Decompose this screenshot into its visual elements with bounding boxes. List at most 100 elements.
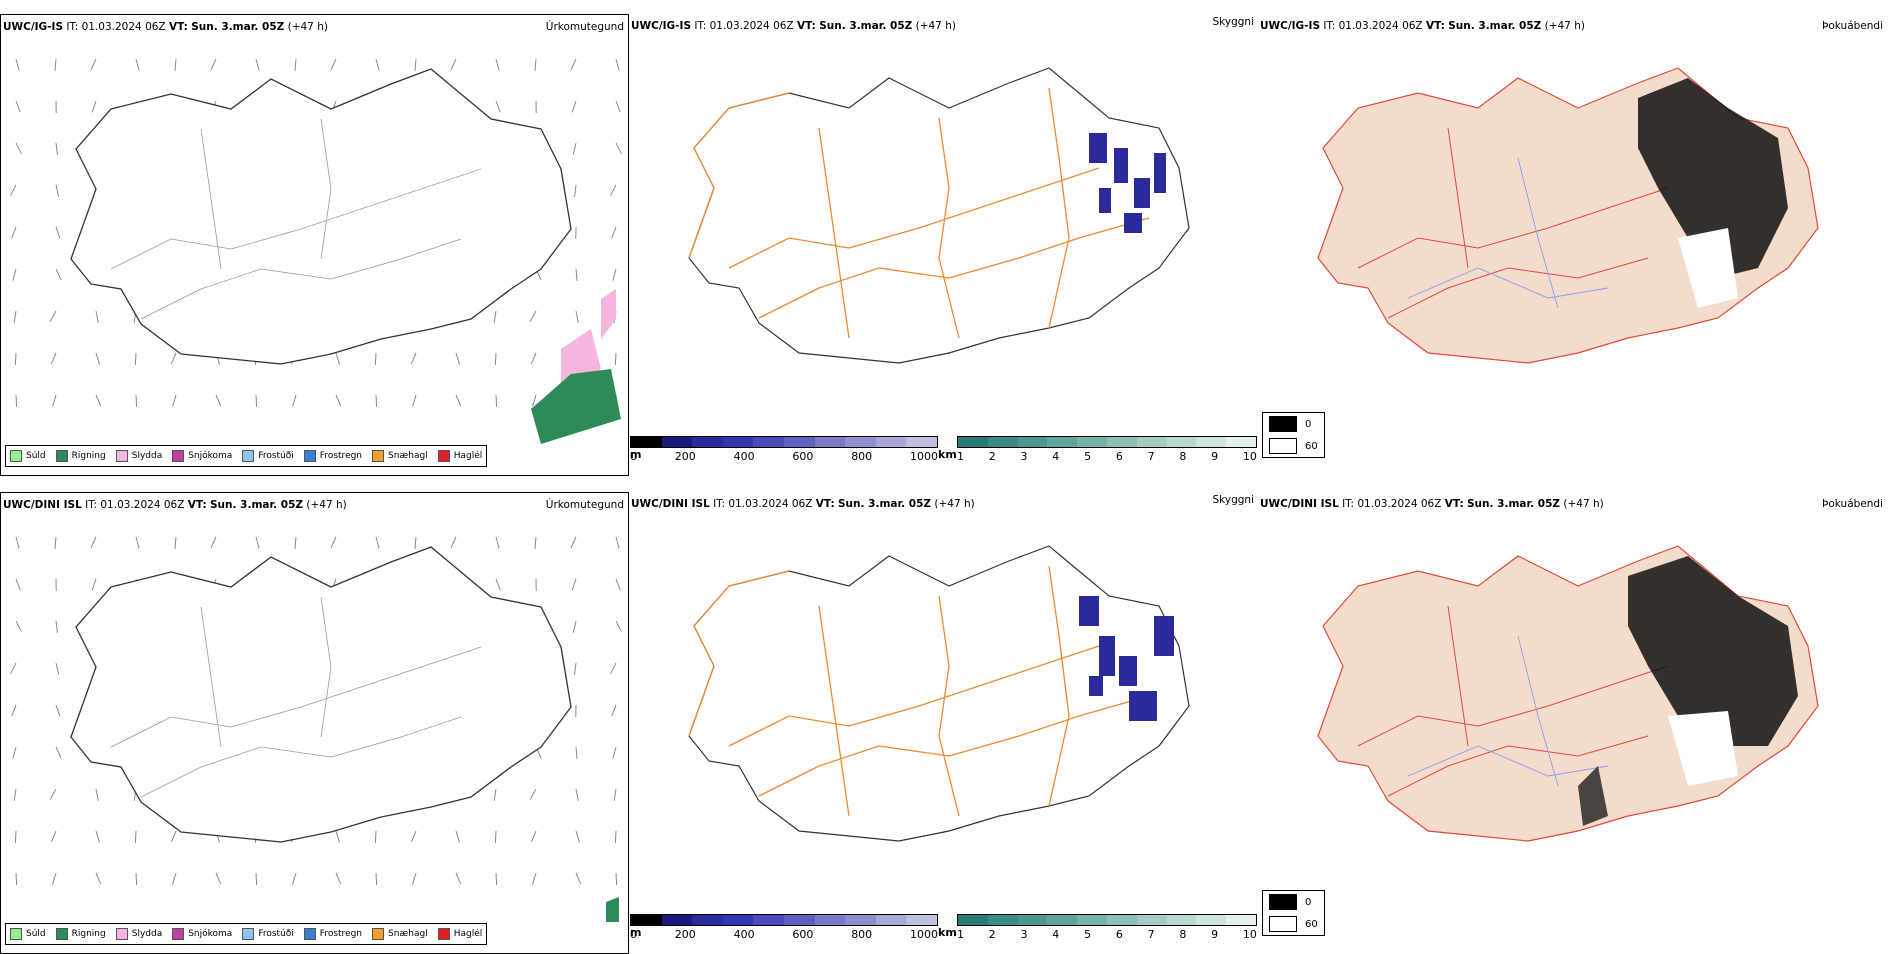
wind-barb [292, 873, 296, 884]
wind-barb [256, 873, 257, 885]
wind-barb [572, 579, 576, 590]
wind-barb [11, 185, 16, 196]
wind-barb [56, 227, 60, 238]
panel-label: Úrkomutegund [546, 21, 624, 33]
iceland-map-visibility [629, 38, 1258, 443]
iceland-map-precip [1, 517, 630, 922]
wind-barb [56, 621, 57, 633]
panel-title: UWC/DINI ISL IT: 01.03.2024 06Z VT: Sun.… [631, 498, 975, 510]
wind-barb [376, 395, 377, 407]
wind-barb [56, 705, 60, 716]
wind-barb [530, 311, 536, 321]
legend-item: Snæhagl [372, 928, 428, 940]
legend-item: Snjókoma [172, 450, 232, 462]
wind-barb [576, 311, 578, 323]
panel-title: UWC/IG-IS IT: 01.03.2024 06Z VT: Sun. 3.… [3, 21, 328, 33]
wind-barb [573, 143, 576, 155]
wind-barb [451, 59, 456, 70]
wind-barb [495, 353, 496, 365]
wind-barb [136, 395, 137, 407]
wind-barb [613, 747, 616, 759]
wind-barb [91, 537, 96, 548]
wind-barb [336, 831, 340, 842]
wind-barb [16, 101, 20, 112]
wind-barb [494, 311, 496, 323]
wind-barb [535, 59, 536, 71]
wind-barb [531, 831, 536, 842]
wind-barb [616, 101, 620, 112]
visibility-panel-bottom: UWC/DINI ISL IT: 01.03.2024 06Z VT: Sun.… [629, 492, 1258, 954]
wind-barb [615, 353, 616, 365]
visibility-panel-top: UWC/IG-IS IT: 01.03.2024 06Z VT: Sun. 3.… [629, 14, 1258, 476]
height-unit: m [630, 926, 641, 939]
wind-barb [611, 663, 616, 674]
wind-barb [96, 789, 98, 801]
wind-barb [92, 101, 96, 112]
wind-barb [496, 873, 497, 885]
wind-barb [216, 395, 221, 406]
wind-barb [16, 537, 19, 549]
wind-barb [331, 537, 336, 548]
wind-barb [375, 831, 376, 843]
wind-barb [56, 185, 59, 197]
wind-barb [56, 747, 61, 758]
wind-barb [571, 537, 576, 548]
legend-item: Frostregn [304, 450, 362, 462]
panel-label: Skyggni [1213, 16, 1255, 28]
wind-barb [496, 395, 497, 407]
precip-type-panel-top: UWC/IG-IS IT: 01.03.2024 06Z VT: Sun. 3.… [0, 14, 629, 476]
distance-colorbar-swatches [957, 436, 1257, 448]
wind-barb [14, 311, 16, 323]
model-name: UWC/DINI ISL [3, 499, 82, 511]
wind-barb [135, 831, 136, 843]
wind-barb [256, 395, 257, 407]
wind-barb [16, 59, 19, 71]
wind-barb [495, 831, 496, 843]
wind-barb [576, 269, 577, 281]
wind-barb [613, 269, 616, 281]
wind-barb [96, 395, 101, 406]
wind-barb [411, 831, 416, 842]
wind-barb [171, 831, 176, 842]
wind-barb [55, 59, 56, 71]
wind-barb [616, 537, 619, 549]
wind-barb [295, 537, 296, 549]
wind-barb [211, 59, 216, 70]
panel-label: Þokuábendi [1822, 498, 1883, 510]
legend-item: Frostúði [242, 450, 293, 462]
wind-barb [456, 873, 461, 884]
wind-barb [16, 873, 17, 885]
precip-type-panel-bottom: UWC/DINI ISL IT: 01.03.2024 06Z VT: Sun.… [0, 492, 629, 954]
precip-legend: Súld Rigning Slydda Snjókoma Frostúði Fr… [5, 445, 487, 467]
wind-barb [56, 663, 59, 675]
wind-barb [13, 747, 16, 759]
height-unit: m [630, 448, 641, 461]
iceland-map-precip [1, 39, 630, 444]
legend-item: Súld [10, 450, 46, 462]
wind-barb [136, 537, 139, 549]
wind-barb [172, 873, 176, 884]
legend-item: Haglél [438, 450, 483, 462]
legend-item: Rigning [56, 928, 106, 940]
wind-barb [172, 395, 176, 406]
wind-barb [336, 873, 341, 884]
wind-barb [530, 789, 536, 799]
wind-barb [96, 311, 98, 323]
iceland-map-visibility [629, 516, 1258, 921]
wind-barb [615, 831, 616, 843]
wind-barb [96, 353, 100, 364]
wind-barb [52, 873, 56, 884]
panel-title: UWC/IG-IS IT: 01.03.2024 06Z VT: Sun. 3.… [631, 20, 956, 32]
wind-barb [376, 537, 379, 549]
wind-barb [415, 59, 416, 71]
wind-barb [51, 353, 56, 364]
wind-barb [14, 789, 16, 801]
wind-barb [614, 789, 616, 801]
wind-barb [616, 59, 619, 71]
wind-barb [412, 395, 416, 406]
wind-barb [532, 873, 536, 884]
wind-barb [96, 831, 100, 842]
